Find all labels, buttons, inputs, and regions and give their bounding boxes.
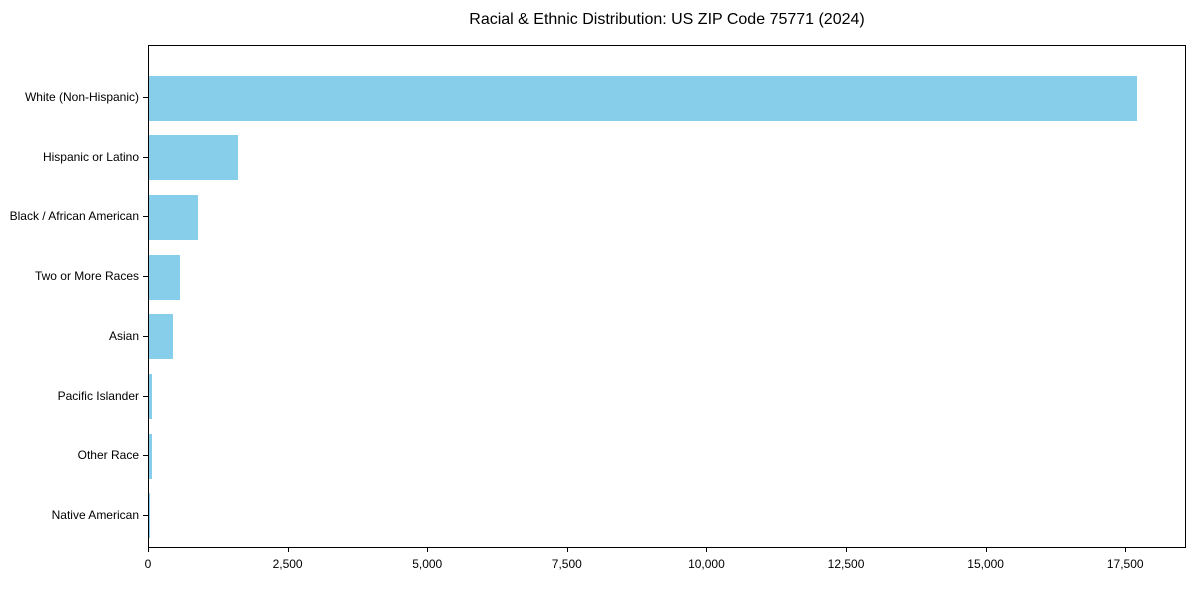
x-tick-mark (846, 548, 848, 552)
chart-title: Racial & Ethnic Distribution: US ZIP Cod… (469, 11, 865, 28)
x-tick-mark (566, 548, 568, 552)
y-tick-mark (143, 395, 148, 397)
bar-white-non-hispanic (149, 75, 1137, 121)
x-tick-label-2500: 2,500 (272, 557, 303, 571)
x-tick-label-17500: 17,500 (1106, 557, 1144, 571)
x-tick-mark (706, 548, 708, 552)
bar-black-african-american (149, 194, 198, 240)
x-tick-mark (1125, 548, 1127, 552)
x-tick-mark (148, 548, 149, 552)
x-tick-mark (427, 548, 429, 552)
bar-other-race (149, 433, 153, 479)
y-tick-mark (143, 276, 148, 278)
x-tick-label-5000: 5,000 (412, 557, 443, 571)
y-tick-label-pacific-islander: Pacific Islander (57, 388, 139, 403)
y-tick-label-native-american: Native American (51, 507, 139, 522)
bar-two-or-more-races (149, 254, 180, 300)
y-tick-label-hispanic-or-latino: Hispanic or Latino (42, 149, 139, 164)
x-tick-label-7500: 7,500 (551, 557, 582, 571)
y-tick-mark (143, 216, 148, 218)
y-tick-label-two-or-more-races: Two or More Races (34, 269, 139, 284)
y-tick-mark (143, 514, 148, 516)
y-tick-label-other-race: Other Race (77, 448, 139, 463)
plot-area (148, 45, 1186, 548)
y-tick-mark (143, 156, 148, 158)
bar-native-american (149, 493, 150, 539)
y-tick-mark (143, 97, 148, 98)
bar-hispanic-or-latino (149, 135, 238, 181)
x-tick-mark (985, 548, 987, 552)
y-tick-label-black-african-american: Black / African American (9, 209, 139, 224)
x-tick-label-15000: 15,000 (967, 557, 1004, 571)
y-tick-label-white-non-hispanic: White (Non-Hispanic) (24, 90, 139, 104)
x-tick-mark (287, 548, 289, 552)
bar-pacific-islander (149, 374, 153, 420)
y-tick-label-asian: Asian (108, 328, 139, 343)
bar-asian (149, 314, 173, 360)
x-tick-label-0: 0 (144, 557, 152, 571)
y-tick-mark (143, 335, 148, 337)
x-tick-label-10000: 10,000 (688, 557, 725, 571)
y-tick-mark (143, 455, 148, 457)
x-tick-label-12500: 12,500 (827, 557, 865, 571)
